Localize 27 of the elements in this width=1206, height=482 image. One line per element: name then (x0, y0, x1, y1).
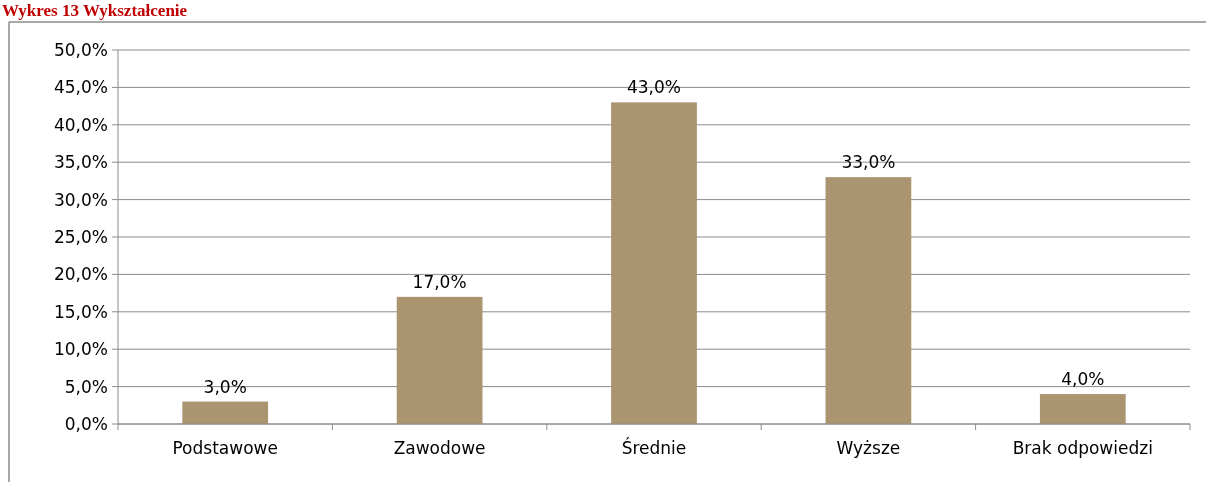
x-tick-label: Brak odpowiedzi (1012, 438, 1153, 458)
data-label: 4,0% (1061, 369, 1105, 390)
bar (611, 102, 697, 424)
data-label: 17,0% (412, 271, 467, 292)
y-tick-label: 25,0% (53, 226, 108, 247)
y-tick-label: 40,0% (53, 114, 108, 135)
x-tick-label: Zawodowe (393, 438, 486, 458)
y-tick-label: 15,0% (53, 301, 108, 322)
bar (396, 296, 483, 424)
bar (182, 401, 269, 424)
x-tick-label: Podstawowe (172, 438, 278, 458)
y-tick-label: 20,0% (53, 264, 108, 285)
y-tick-label: 45,0% (53, 77, 108, 98)
chart-title: Wykres 13 Wykształcenie (2, 1, 188, 20)
y-tick-label: 50,0% (53, 39, 108, 60)
data-label: 43,0% (626, 77, 682, 98)
x-tick-label: Wyższe (836, 438, 901, 458)
y-tick-label: 35,0% (53, 152, 108, 173)
bar (825, 177, 912, 424)
y-tick-label: 30,0% (53, 189, 108, 210)
data-label: 3,0% (203, 376, 247, 397)
y-tick-label: 10,0% (53, 339, 108, 360)
x-tick-label: Średnie (621, 437, 687, 458)
y-tick-label: 0,0% (64, 413, 108, 434)
y-tick-label: 5,0% (64, 376, 108, 397)
bar (1039, 394, 1126, 424)
data-label: 33,0% (841, 152, 896, 173)
